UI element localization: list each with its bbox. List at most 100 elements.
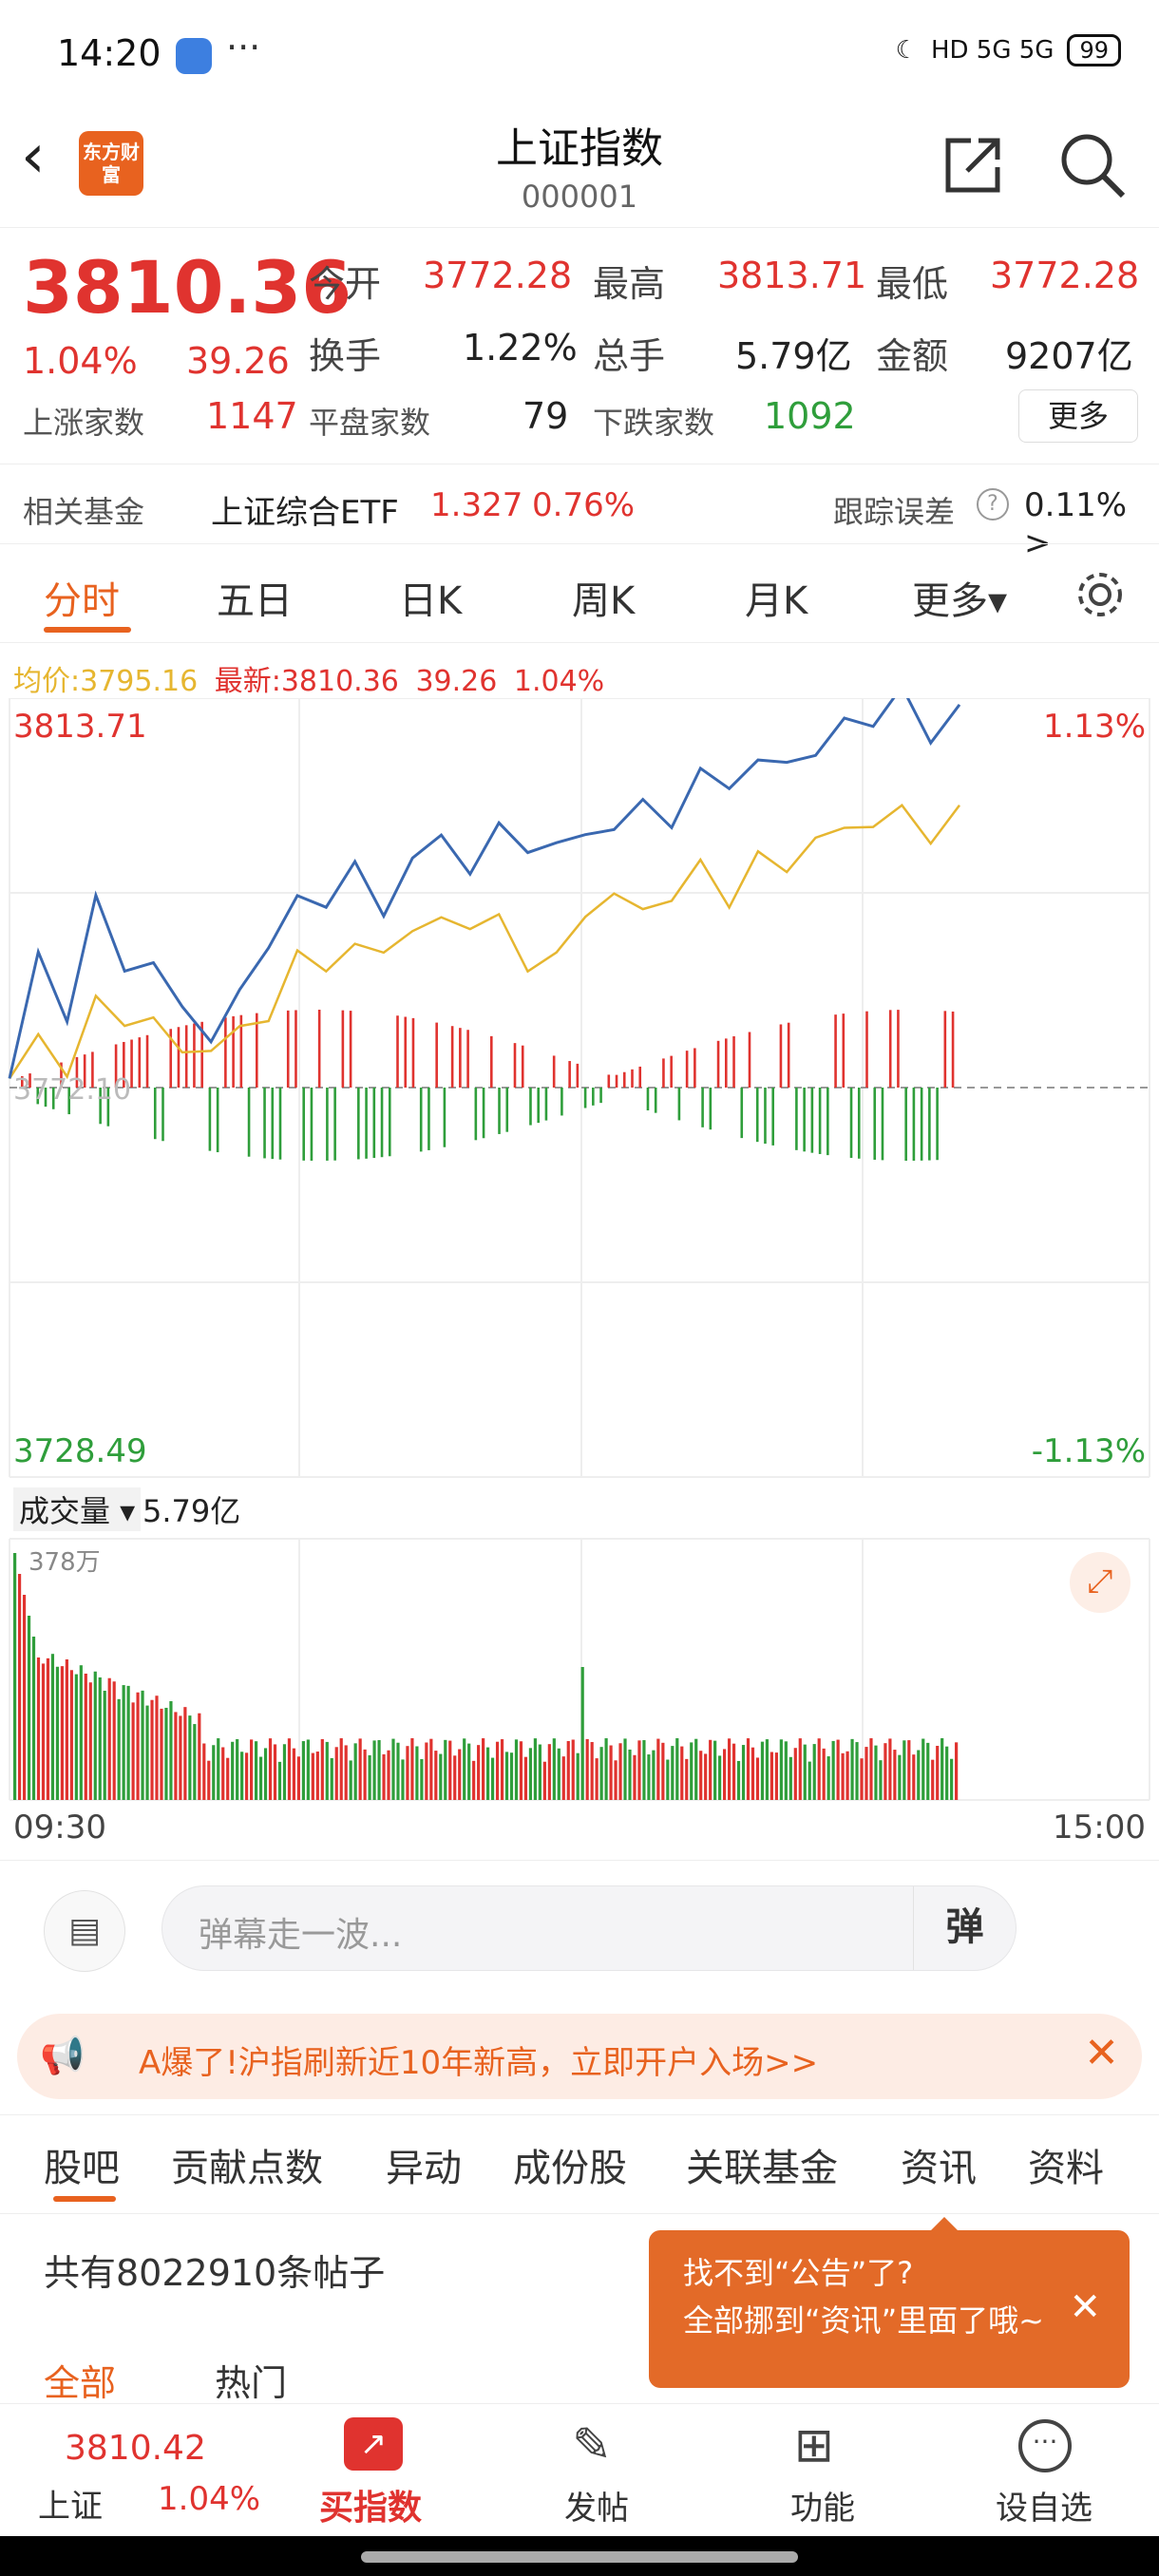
diff-bar <box>388 1088 391 1157</box>
volume-bar <box>236 1739 239 1800</box>
status-more-dots: ··· <box>226 27 261 68</box>
diff-bar <box>349 1011 352 1088</box>
fund-name[interactable]: 上证综合ETF <box>211 494 399 532</box>
filter-all[interactable]: 全部 <box>44 2362 117 2404</box>
diff-bar <box>99 1088 102 1125</box>
avg-price-line <box>8 804 961 1080</box>
volume-bar <box>254 1741 258 1800</box>
volume-bar <box>287 1738 292 1800</box>
volume-bar <box>13 1553 17 1800</box>
track-value[interactable]: 0.11% > <box>1024 486 1128 562</box>
subtab-indicator <box>53 2196 116 2202</box>
buy-index-button[interactable]: 买指数 <box>319 2489 423 2528</box>
more-button[interactable]: 更多 <box>1018 389 1138 443</box>
filter-hot[interactable]: 热门 <box>215 2362 288 2404</box>
expand-icon[interactable]: ⤢ <box>1070 1552 1130 1613</box>
search-icon[interactable] <box>1058 131 1127 199</box>
diff-bar <box>771 1088 774 1146</box>
add-watchlist-button[interactable]: 设自选 <box>996 2490 1092 2528</box>
volume-bar <box>770 1752 773 1800</box>
volume-bar <box>864 1747 868 1800</box>
diff-bar <box>372 1088 376 1159</box>
volume-bar <box>179 1715 182 1800</box>
high-label: 最高 <box>593 263 666 305</box>
volume-bar <box>55 1666 60 1800</box>
volume-bar <box>609 1745 613 1800</box>
volume-bar <box>514 1739 519 1800</box>
help-icon[interactable]: ? <box>977 488 1009 521</box>
intraday-chart[interactable] <box>0 698 1159 1866</box>
volume-bar <box>874 1745 878 1800</box>
volume-bar <box>311 1752 314 1800</box>
volume-bar <box>888 1738 892 1800</box>
volume-bar <box>117 1698 121 1800</box>
volume-bar <box>490 1757 495 1800</box>
volume-dropdown[interactable]: 成交量 ▾ <box>13 1487 142 1531</box>
diff-bar <box>216 1088 219 1153</box>
diff-bar <box>599 1088 602 1104</box>
chart-bottom-left: 3728.49 <box>13 1432 147 1470</box>
diff-bar <box>490 1035 493 1088</box>
diff-bar <box>732 1036 735 1088</box>
gear-icon[interactable] <box>1074 568 1127 621</box>
back-icon[interactable]: ‹ <box>21 122 46 192</box>
volume-bar <box>292 1748 296 1800</box>
diff-bar <box>114 1044 118 1088</box>
volume-bar <box>793 1748 797 1800</box>
toast-close-icon[interactable]: ✕ <box>1069 2285 1101 2329</box>
promo-banner[interactable]: 📢 A爆了!沪指刷新近10年新高，立即开户入场>> ✕ <box>17 2014 1142 2099</box>
subtab-contribution[interactable]: 贡献点数 <box>171 2147 323 2190</box>
danmu-settings-icon[interactable]: ▤ <box>44 1890 125 1972</box>
diff-bars <box>21 1010 955 1161</box>
tab-monthly-k[interactable]: 月K <box>745 579 808 623</box>
subtab-anomaly[interactable]: 异动 <box>386 2147 462 2190</box>
volume-bar <box>50 1654 55 1800</box>
volume-bar <box>263 1748 268 1800</box>
volume-bar <box>955 1742 959 1800</box>
banner-text: A爆了!沪指刷新近10年新高，立即开户入场>> <box>139 2044 819 2082</box>
subtab-guba[interactable]: 股吧 <box>44 2147 120 2190</box>
volume-bar <box>458 1749 462 1800</box>
tab-more[interactable]: 更多▾ <box>912 579 1008 623</box>
open-value: 3772.28 <box>423 255 573 296</box>
share-icon[interactable] <box>942 135 1003 196</box>
diff-bar <box>138 1037 142 1088</box>
volume-bar <box>699 1751 703 1800</box>
volume-bar <box>17 1574 22 1800</box>
volume-bar <box>217 1738 220 1800</box>
subtab-related-funds[interactable]: 关联基金 <box>686 2147 838 2190</box>
volume-bar <box>907 1740 911 1800</box>
danmu-send-button[interactable]: 弹 <box>913 1886 1016 1970</box>
volume-bar <box>898 1754 902 1800</box>
divider <box>0 2114 1159 2115</box>
function-button[interactable]: 功能 <box>790 2490 855 2528</box>
volume-bar <box>141 1690 144 1800</box>
gesture-handle[interactable] <box>361 2551 798 2563</box>
tab-5day[interactable]: 五日 <box>217 579 293 623</box>
tab-weekly-k[interactable]: 周K <box>572 579 636 623</box>
volume-bar <box>448 1740 452 1800</box>
volume-bar <box>566 1740 570 1800</box>
subtab-news[interactable]: 资讯 <box>901 2147 977 2190</box>
chart-legend: 均价:3795.16 最新:3810.36 39.26 1.04% <box>13 657 604 699</box>
edit-icon: ✎ <box>572 2417 612 2472</box>
page-title: 上证指数 <box>496 124 663 173</box>
post-button[interactable]: 发帖 <box>564 2490 629 2528</box>
subtab-constituents[interactable]: 成份股 <box>513 2147 627 2190</box>
tab-daily-k[interactable]: 日K <box>399 579 463 623</box>
volume-bar <box>103 1691 106 1800</box>
volume-bar <box>912 1754 916 1800</box>
volume-bar <box>831 1740 835 1800</box>
volume-bar <box>666 1759 670 1800</box>
tab-intraday[interactable]: 分时 <box>44 579 120 623</box>
volume-bar <box>193 1724 197 1800</box>
subtab-profile[interactable]: 资料 <box>1028 2147 1104 2190</box>
diff-bar <box>897 1010 900 1088</box>
volume-bar <box>732 1743 736 1800</box>
volume-bar <box>425 1742 428 1800</box>
diff-bar <box>920 1088 923 1161</box>
danmu-input[interactable]: 弹幕走一波... 弹 <box>162 1885 1016 1971</box>
close-icon[interactable]: ✕ <box>1084 2029 1119 2077</box>
volume-bar <box>704 1753 708 1800</box>
volume-bar <box>250 1739 254 1800</box>
